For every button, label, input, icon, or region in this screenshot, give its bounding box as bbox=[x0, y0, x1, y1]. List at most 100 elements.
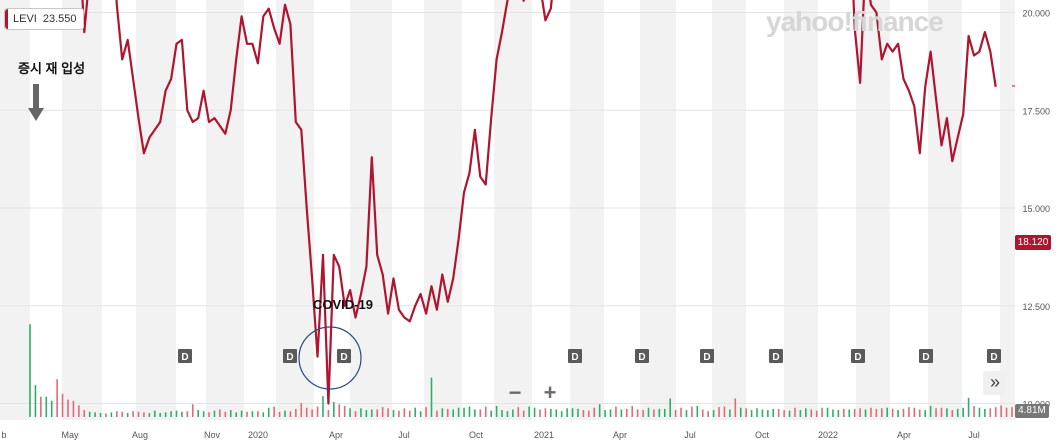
volume-bar bbox=[658, 408, 661, 417]
volume-bar bbox=[544, 408, 547, 417]
volume-bar bbox=[832, 409, 834, 417]
volume-bar bbox=[441, 408, 444, 417]
volume-bar bbox=[853, 408, 856, 417]
volume-tag: 4.81M bbox=[1015, 404, 1049, 418]
volume-bar bbox=[1011, 407, 1013, 417]
volume-bar bbox=[186, 411, 189, 417]
volume-bar bbox=[701, 409, 704, 417]
volume-bar bbox=[864, 409, 867, 417]
volume-bar bbox=[946, 408, 948, 417]
ticker-price: 23.550 bbox=[42, 13, 77, 25]
volume-bar bbox=[891, 408, 894, 417]
volume-bar bbox=[1005, 407, 1008, 417]
volume-bar bbox=[620, 409, 623, 417]
volume-bar bbox=[756, 408, 758, 417]
volume-bar bbox=[381, 407, 384, 417]
volume-bar bbox=[343, 405, 346, 417]
x-tick-label: Apr bbox=[613, 430, 627, 440]
volume-bar bbox=[229, 410, 232, 417]
volume-bar bbox=[34, 385, 37, 417]
volume-bar bbox=[457, 407, 460, 417]
volume-bar bbox=[56, 379, 58, 417]
volume-bar bbox=[642, 410, 644, 417]
volume-bar bbox=[625, 408, 628, 417]
volume-bar bbox=[691, 406, 693, 417]
x-tick-label: b bbox=[1, 430, 6, 440]
volume-bar bbox=[918, 409, 921, 417]
volume-bar bbox=[153, 410, 156, 417]
volume-bar bbox=[533, 407, 536, 417]
dividend-marker-label: D bbox=[638, 352, 645, 363]
x-tick-label: 2020 bbox=[248, 430, 268, 440]
volume-bar bbox=[40, 396, 42, 417]
volume-bar bbox=[213, 410, 216, 417]
y-tick-label: 15.000 bbox=[1022, 204, 1050, 214]
volume-bar bbox=[967, 397, 970, 417]
volume-bar bbox=[539, 409, 541, 417]
volume-bar bbox=[83, 410, 86, 417]
volume-bar bbox=[940, 407, 943, 417]
volume-bar bbox=[392, 410, 395, 417]
volume-bar bbox=[164, 412, 167, 417]
x-tick-label: Nov bbox=[204, 430, 221, 440]
yahoo-finance-logo: yahoo!finance bbox=[766, 6, 944, 37]
volume-bar bbox=[588, 410, 590, 417]
zoom-out-button[interactable]: − bbox=[508, 380, 522, 405]
x-tick-label: Jul bbox=[684, 430, 696, 440]
dividend-marker bbox=[283, 349, 297, 363]
down-arrow-icon bbox=[28, 84, 44, 121]
volume-bar bbox=[257, 411, 259, 417]
volume-bar bbox=[788, 410, 791, 417]
volume-bar bbox=[799, 410, 802, 417]
volume-bar bbox=[653, 409, 655, 417]
volume-bar bbox=[452, 409, 454, 417]
volume-bar bbox=[148, 412, 151, 417]
volume-bar bbox=[880, 408, 883, 417]
volume-bar bbox=[1000, 405, 1002, 417]
volume-bar bbox=[680, 407, 682, 417]
volume-bar bbox=[67, 399, 69, 417]
volume-bar bbox=[110, 412, 113, 417]
volume-bar bbox=[126, 412, 129, 417]
volume-bar bbox=[631, 405, 634, 417]
volume-bar bbox=[360, 408, 362, 417]
volume-bar bbox=[956, 408, 959, 417]
fast-forward-button[interactable]: » bbox=[983, 371, 1007, 395]
volume-bar bbox=[159, 412, 162, 417]
volume-bar bbox=[99, 412, 102, 417]
x-tick-label: Aug bbox=[132, 430, 148, 440]
volume-bar bbox=[870, 407, 872, 417]
volume-bar bbox=[430, 377, 433, 417]
volume-bar bbox=[604, 410, 606, 417]
volume-bar bbox=[902, 408, 905, 417]
volume-bar bbox=[712, 410, 715, 417]
y-tick-label: 20.000 bbox=[1022, 9, 1050, 19]
volume-bar bbox=[72, 400, 75, 417]
volume-bar bbox=[490, 410, 492, 417]
volume-bar bbox=[240, 410, 243, 417]
month-band bbox=[62, 0, 102, 420]
volume-bar bbox=[745, 408, 747, 417]
dividend-marker-label: D bbox=[922, 352, 929, 363]
volume-bar bbox=[202, 411, 205, 417]
volume-bar bbox=[669, 398, 671, 417]
dividend-marker-label: D bbox=[703, 352, 710, 363]
volume-bar bbox=[696, 405, 699, 417]
volume-bar bbox=[978, 407, 981, 417]
volume-bar bbox=[571, 408, 574, 417]
volume-bar bbox=[761, 409, 764, 417]
dividend-marker-label: D bbox=[340, 352, 347, 363]
ticker-tag[interactable]: LEVI 23.550 bbox=[4, 8, 84, 30]
volume-bar bbox=[191, 404, 194, 417]
dividend-marker bbox=[568, 349, 582, 363]
volume-bar bbox=[772, 408, 775, 417]
covid-annotation: COVID-19 bbox=[313, 297, 373, 312]
volume-bar bbox=[522, 410, 525, 417]
volume-bar bbox=[311, 409, 313, 417]
dividend-marker bbox=[851, 349, 865, 363]
zoom-in-button[interactable]: + bbox=[543, 380, 557, 405]
volume-bar bbox=[305, 407, 308, 417]
volume-bar bbox=[859, 408, 861, 417]
